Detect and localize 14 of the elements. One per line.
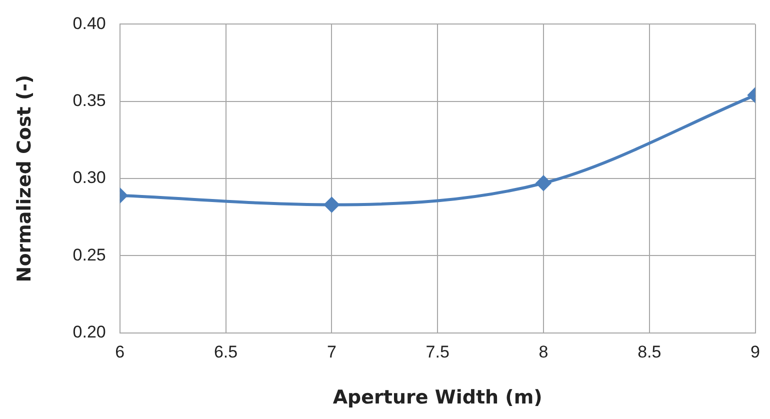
x-axis-title: Aperture Width (m) [332, 386, 542, 409]
x-tick-label: 9 [750, 342, 760, 362]
x-tick-label: 8.5 [638, 342, 662, 362]
x-tick-label: 7.5 [426, 342, 450, 362]
y-tick-label: 0.30 [72, 168, 106, 188]
y-axis-title: Normalized Cost (-) [13, 74, 36, 282]
y-tick-label: 0.35 [72, 91, 106, 110]
x-tick-label: 8 [538, 342, 548, 362]
y-tick-label: 0.20 [72, 322, 106, 342]
y-tick-label: 0.25 [72, 245, 106, 264]
y-tick-label: 0.40 [72, 14, 106, 33]
x-tick-label: 7 [326, 342, 336, 362]
x-tick-label: 6 [115, 342, 125, 362]
x-tick-label: 6.5 [214, 342, 238, 362]
